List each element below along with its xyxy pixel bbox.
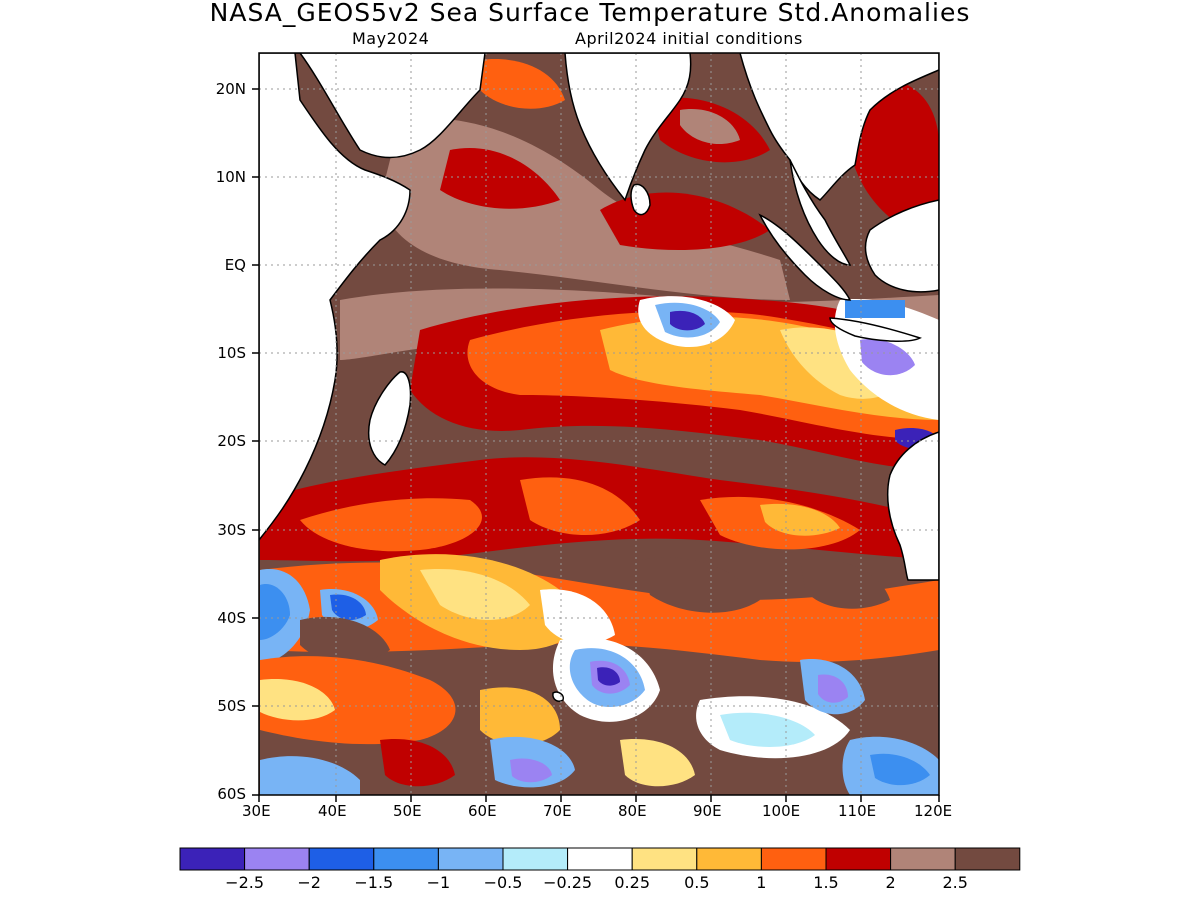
colorbar-swatch [502,847,569,871]
anomaly-patch [800,559,890,609]
anomaly-patch [818,674,848,703]
anomaly-patch [510,758,552,783]
anomaly-patch [860,339,915,376]
anomaly-patch [870,753,930,786]
colorbar-label: 2.5 [942,873,968,892]
lat-label-50s: 50S [217,697,246,715]
anomaly-patch [540,589,615,644]
lon-label-80e: 80E [618,802,647,820]
colorbar-label: −1.5 [354,873,394,892]
anomaly-patch [760,503,840,536]
anomaly-patch [720,712,815,747]
chart-title: NASA_GEOS5v2 Sea Surface Temperature Std… [209,0,971,27]
lat-label-10n: 10N [215,168,246,186]
colorbar-swatch [696,847,762,871]
colorbar-swatch [760,847,827,871]
forecast-month: May2024 [352,29,430,48]
colorbar-label: 1 [756,873,767,892]
lat-label-30s: 30S [217,521,246,539]
colorbar-swatch [179,847,246,871]
colorbar [179,847,1021,871]
anomaly-patch [670,310,705,331]
land-masses [259,53,939,702]
lon-label-120e: 120E [914,802,953,820]
anomaly-patch [380,739,455,787]
anomaly-patch [420,569,530,620]
india-land [564,53,692,202]
grid-lines [259,53,939,795]
colorbar-swatch [373,847,439,871]
colorbar-swatch [890,847,956,871]
anomaly-patch [597,667,620,686]
lon-label-60e: 60E [468,802,497,820]
lon-label-40e: 40E [318,802,347,820]
anomaly-patch [260,656,456,745]
colorbar-label: −2 [297,873,321,892]
lon-label-30e: 30E [242,802,271,820]
malay-peninsula-land [789,159,852,266]
colorbar-label: −0.5 [483,873,523,892]
lat-label-20n: 20N [215,80,246,98]
lat-label-40s: 40S [217,609,246,627]
lat-label-10s: 10S [217,344,246,362]
anomaly-patch [300,498,482,552]
colorbar-label: −0.25 [543,873,593,892]
madagascar-land [368,371,412,466]
lon-label-70e: 70E [543,802,572,820]
southeast-asia-land [739,53,939,201]
anomaly-patch [260,584,290,640]
java-land [829,317,922,342]
colorbar-swatch [308,847,375,871]
colorbar-swatch [631,847,698,871]
colorbar-label: −2.5 [225,873,265,892]
borneo-land [864,199,939,293]
anomaly-patch [480,59,565,109]
africa-arabia-land [259,53,486,542]
anomaly-patch [260,756,360,795]
lat-label-20s: 20S [217,432,246,450]
colorbar-swatch [567,847,633,871]
lat-label-60s: 60S [217,785,246,803]
colorbar-swatch [437,847,504,871]
colorbar-swatch [954,847,1021,871]
colorbar-label: −1 [426,873,451,892]
initial-conditions: April2024 initial conditions [575,29,803,48]
lat-label-eq: EQ [224,256,246,274]
anomaly-patch [480,687,560,745]
colorbar-swatch [244,847,310,871]
axis-ticks [252,88,940,802]
anomaly-patch [680,109,740,145]
anomaly-patch [440,148,560,209]
lon-label-110e: 110E [838,802,877,820]
anomaly-patch [850,77,939,240]
anomaly-patch [330,594,366,621]
anomaly-patch [845,300,905,318]
colorbar-label: 1.5 [813,873,839,892]
lon-label-90e: 90E [693,802,722,820]
lon-label-100e: 100E [762,802,801,820]
anomaly-patch [300,616,390,663]
colorbar-label: 2 [885,873,896,892]
colorbar-swatch [825,847,892,871]
anomaly-patch [640,557,760,613]
australia-land [886,431,939,581]
sumatra-land [758,213,852,301]
lon-label-50e: 50E [393,802,422,820]
colorbar-label: 0.25 [614,873,650,892]
colorbar-label: 0.5 [684,873,710,892]
anomaly-patch [260,679,335,721]
kerguelen-land [552,691,565,702]
anomaly-patch [520,477,640,535]
map-frame [258,52,940,796]
anomaly-patch [620,739,695,787]
